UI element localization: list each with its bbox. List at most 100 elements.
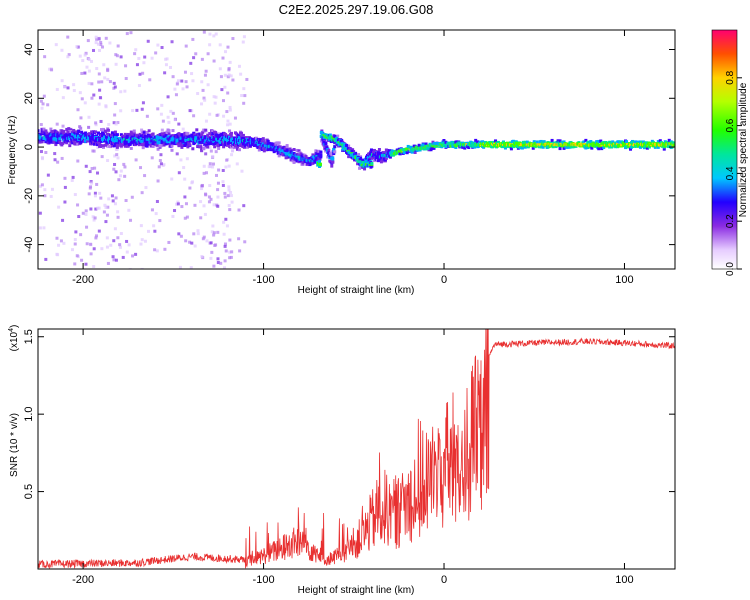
spectrogram-cell [520, 146, 524, 150]
spectrogram-cell [160, 46, 164, 50]
spectrogram-cell [330, 164, 334, 168]
spectrogram-cell [218, 43, 222, 47]
spectrogram-cell [207, 135, 211, 139]
spectrogram-cell [146, 142, 150, 146]
spectrogram-cell [318, 159, 322, 163]
spectrogram-cell [213, 101, 217, 105]
spectrogram-cell [193, 133, 197, 137]
spectrogram-plot-area [38, 30, 675, 269]
spectrogram-cell [63, 185, 67, 189]
spectrogram-cell [109, 136, 113, 140]
spectrogram-cell [403, 151, 407, 155]
spectrogram-cell [113, 202, 117, 206]
spectrogram-cell [106, 205, 110, 209]
spectrogram-cell [87, 81, 91, 85]
spectrogram-cell [635, 140, 639, 144]
spectrogram-cell [57, 205, 61, 209]
spectrogram-cell [662, 147, 666, 151]
spectrogram-cell [170, 148, 174, 152]
spectrogram-cell [80, 71, 84, 75]
spectrogram-cell [91, 133, 95, 137]
spectrogram-cell [80, 97, 84, 101]
spectrogram-cell [319, 150, 323, 154]
spectrogram-cell [585, 143, 589, 147]
spectrogram-cell [50, 68, 54, 72]
spectrogram-cell [285, 144, 289, 148]
spectrogram-cell [645, 146, 649, 150]
spectrogram-cell [218, 136, 222, 140]
spectrogram-cell [264, 148, 268, 152]
spectrogram-cell [319, 153, 323, 157]
spectrogram-cell [141, 135, 145, 139]
spectrogram-cell [84, 138, 88, 142]
spectrogram-cell [347, 144, 351, 148]
spectrogram-cell [228, 250, 232, 254]
snr-xtick-label: -200 [72, 574, 94, 586]
spectrogram-cell [210, 230, 214, 234]
spectrogram-cell [329, 140, 333, 144]
spectrogram-ytick-label: -20 [23, 188, 35, 204]
spectrogram-cell [602, 145, 606, 149]
spectrogram-cell [532, 140, 536, 144]
spectrogram-cell [380, 153, 384, 157]
spectrogram-cell [100, 139, 104, 143]
spectrogram-cell [66, 139, 70, 143]
spectrogram-cell [100, 144, 104, 148]
spectrogram-cell [423, 147, 427, 151]
spectrogram-cell [224, 165, 228, 169]
spectrogram-cell [347, 149, 351, 153]
spectrogram-cell [368, 162, 372, 166]
spectrogram-cell [41, 157, 45, 161]
spectrogram-cell [222, 220, 226, 224]
spectrogram-cell [183, 131, 187, 135]
spectrogram-cell [45, 133, 49, 137]
spectrogram-cell [89, 207, 93, 211]
spectrogram-cell [115, 133, 119, 137]
spectrogram-cell [159, 162, 163, 166]
spectrogram-cell [196, 92, 200, 96]
spectrogram-cell [66, 55, 70, 59]
spectrogram-cell [89, 242, 93, 246]
spectrogram-cell [159, 153, 163, 157]
spectrogram-cell [202, 96, 206, 100]
spectrogram-cell [463, 146, 467, 150]
spectrogram-cell [373, 153, 377, 157]
spectrogram-cell [81, 137, 85, 141]
spectrogram-cell [226, 123, 230, 127]
spectrogram-cell [202, 128, 206, 132]
spectrogram-cell [193, 141, 197, 145]
spectrogram-cell [144, 186, 148, 190]
spectrogram-cell [525, 140, 529, 144]
spectrogram-cell [163, 131, 167, 135]
spectrogram-cell [114, 136, 118, 140]
spectrogram-cell [229, 255, 233, 259]
spectrogram-cell [226, 119, 230, 123]
spectrogram-cell [240, 169, 244, 173]
spectrogram-cell [111, 199, 115, 203]
spectrogram-cell [173, 142, 177, 146]
spectrogram-cell [224, 140, 228, 144]
spectrogram-cell [551, 145, 555, 149]
spectrogram-cell [44, 129, 48, 133]
spectrogram-cell [219, 75, 223, 79]
spectrogram-cell [175, 82, 179, 86]
spectrogram-cell [84, 209, 88, 213]
spectrogram-cell [254, 136, 258, 140]
spectrogram-cell [661, 143, 665, 147]
spectrogram-cell [176, 200, 180, 204]
spectrogram-cell [200, 183, 204, 187]
spectrogram-cell [93, 191, 97, 195]
spectrogram-cell [177, 232, 181, 236]
spectrogram-cell [295, 148, 299, 152]
spectrogram-cell [159, 144, 163, 148]
spectrogram-cell [208, 112, 212, 116]
spectrogram-cell [186, 145, 190, 149]
spectrogram-cell [206, 140, 210, 144]
spectrogram-cell [212, 264, 216, 268]
spectrogram-cell [104, 205, 108, 209]
spectrogram-cell [126, 135, 130, 139]
spectrogram-cell [214, 95, 218, 99]
spectrogram-cell [89, 59, 93, 63]
spectrogram-cell [100, 45, 104, 49]
spectrogram-cell [226, 45, 230, 49]
